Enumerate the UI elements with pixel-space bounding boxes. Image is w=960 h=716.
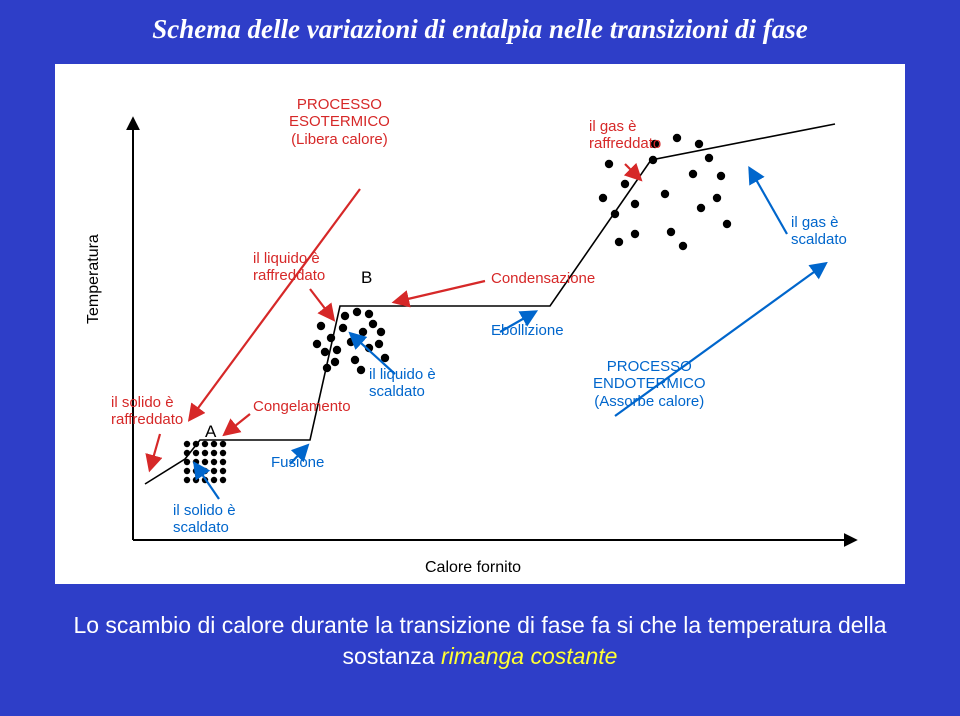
point-a: A xyxy=(205,422,216,442)
footer-text: Lo scambio di calore durante la transizi… xyxy=(60,610,900,672)
melt-label: Fusione xyxy=(271,454,324,471)
freeze-label: Congelamento xyxy=(253,398,351,415)
diagram: Temperatura Calore fornito PROCESSOESOTE… xyxy=(55,64,905,584)
gas-heat-label: il gas èscaldato xyxy=(791,214,847,249)
liq-heat-label: il liquido èscaldato xyxy=(369,366,436,401)
solid-cool-label: il solido èraffreddato xyxy=(111,394,183,429)
x-axis-label: Calore fornito xyxy=(425,559,521,577)
y-axis-label: Temperatura xyxy=(85,234,103,324)
cond-label: Condensazione xyxy=(491,270,595,287)
point-b: B xyxy=(361,268,372,288)
slide: Schema delle variazioni di entalpia nell… xyxy=(0,0,960,716)
page-title: Schema delle variazioni di entalpia nell… xyxy=(48,12,912,47)
footer-em: rimanga costante xyxy=(441,643,617,669)
liq-cool-label: il liquido èraffreddato xyxy=(253,250,325,285)
gas-cool-label: il gas èraffreddato xyxy=(589,118,661,153)
exo-label: PROCESSOESOTERMICO(Libera calore) xyxy=(289,96,390,148)
boil-label: Ebollizione xyxy=(491,322,564,339)
endo-label: PROCESSOENDOTERMICO(Assorbe calore) xyxy=(593,358,706,410)
solid-heat-label: il solido èscaldato xyxy=(173,502,236,537)
